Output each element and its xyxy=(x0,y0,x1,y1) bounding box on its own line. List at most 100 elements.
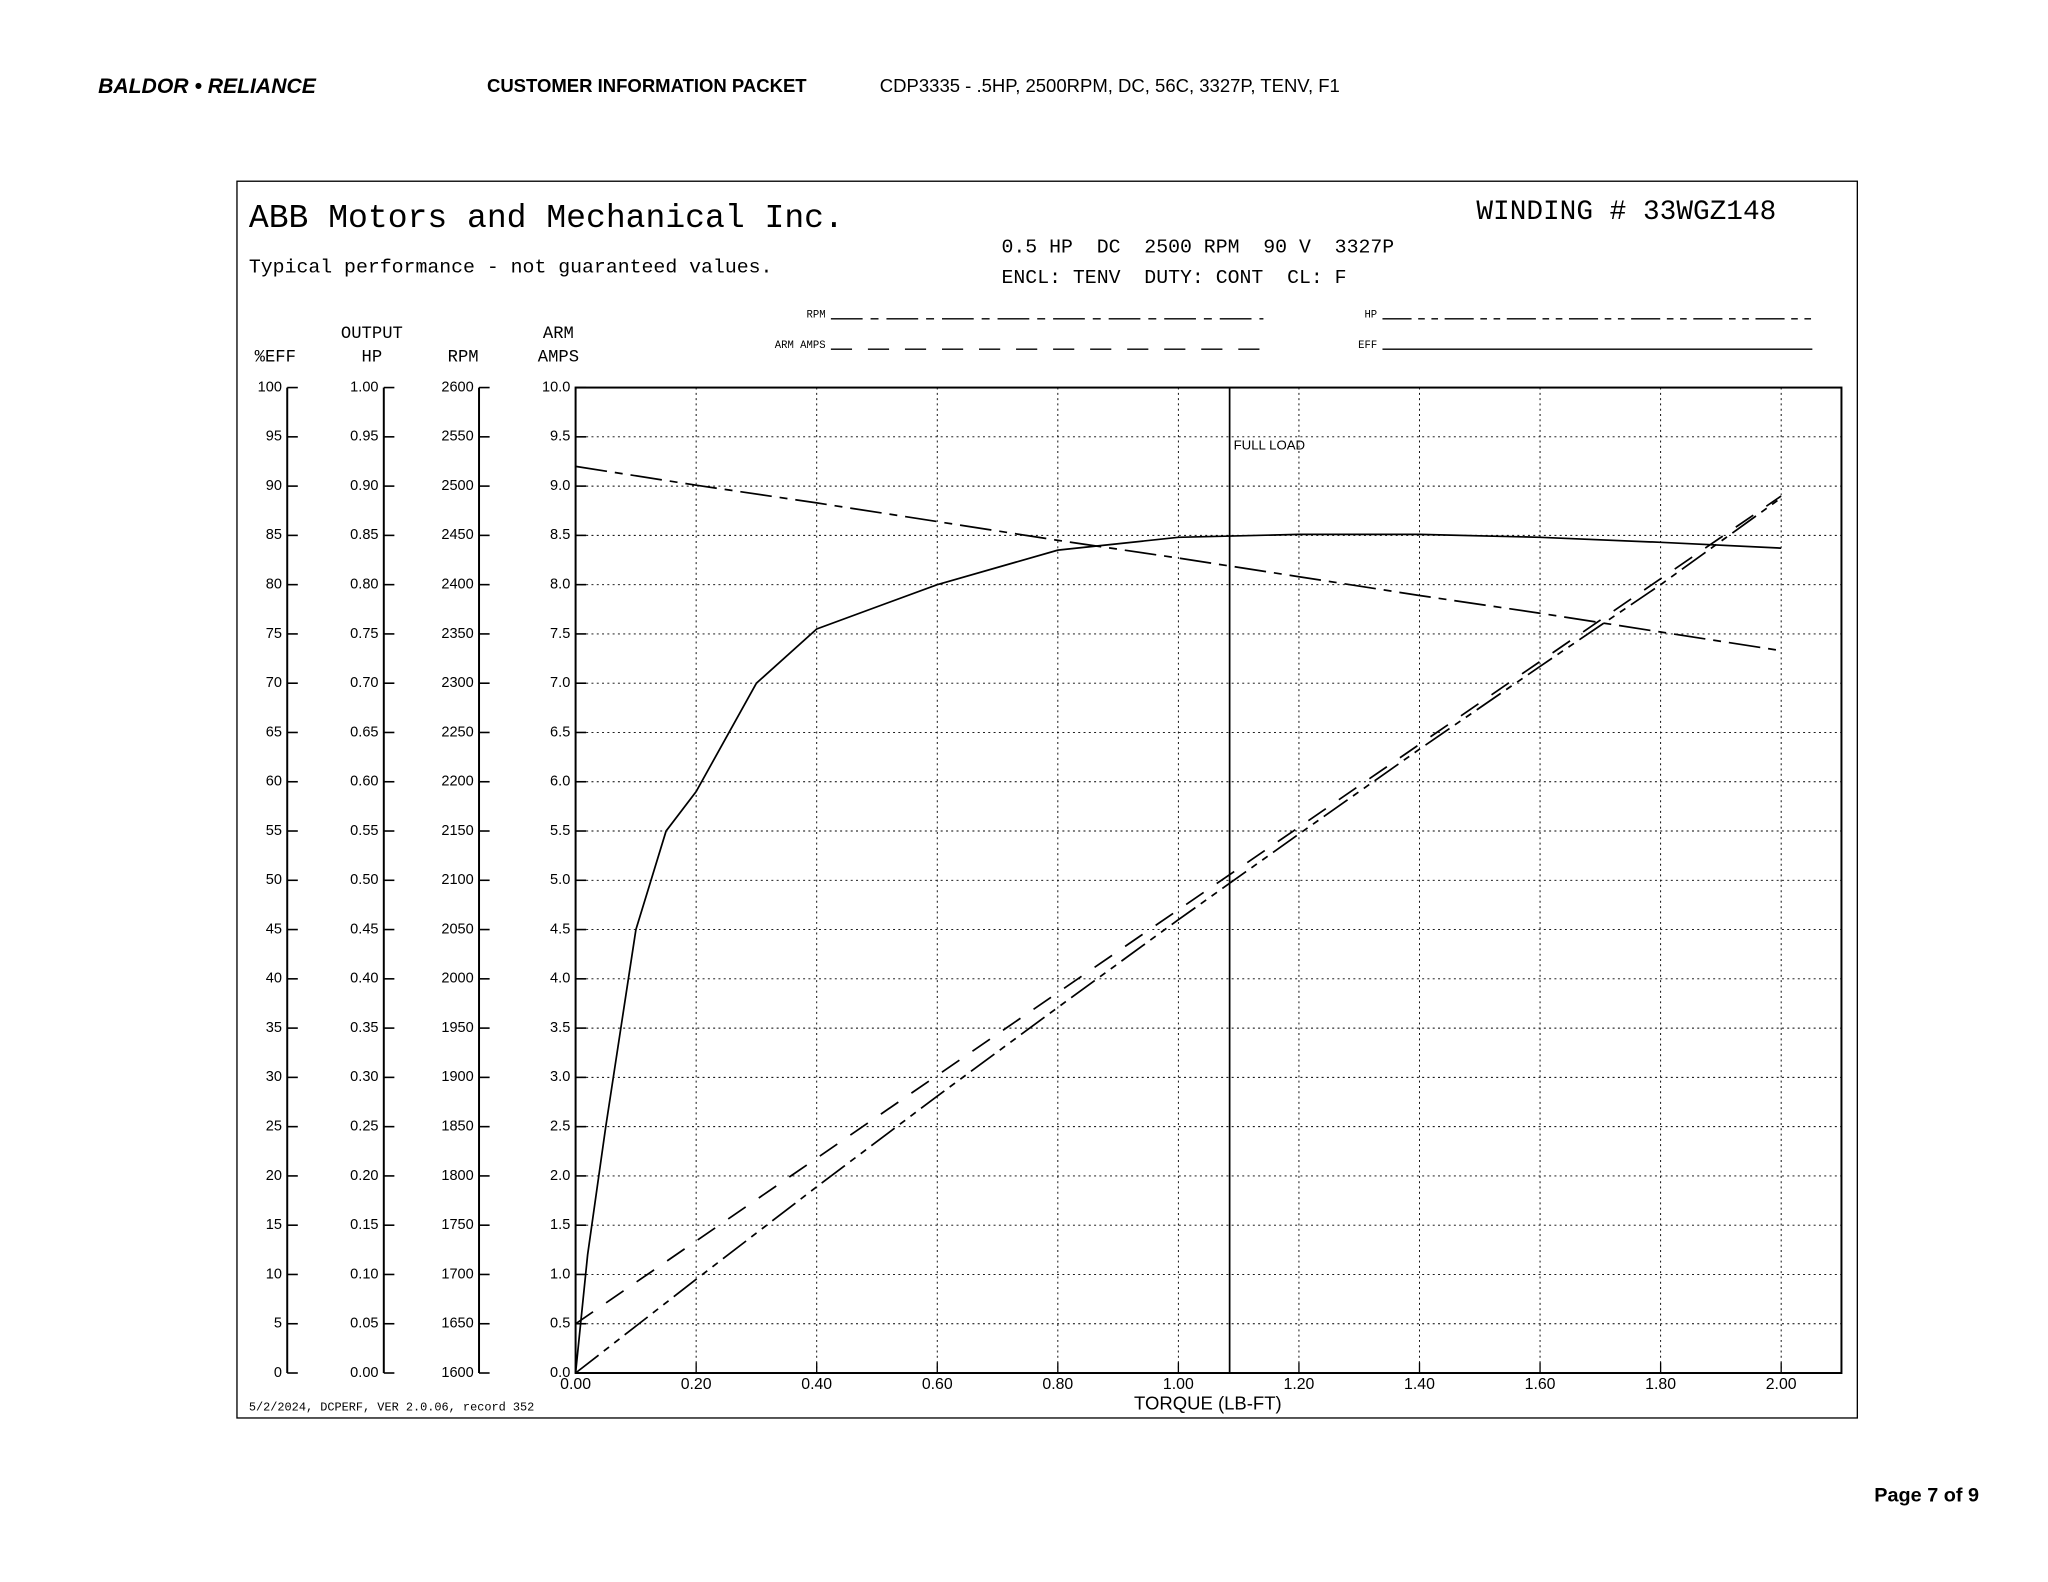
y-tick-label: 10.0 xyxy=(542,379,570,395)
y-tick-label: 2150 xyxy=(441,823,473,839)
logo: BALDOR • RELIANCE xyxy=(98,75,317,98)
y-tick-label: 1950 xyxy=(441,1020,473,1036)
y-tick-label: 5.5 xyxy=(550,823,570,839)
winding: WINDING # 33WGZ148 xyxy=(1476,197,1776,228)
y-tick-label: 2.0 xyxy=(550,1168,570,1184)
y-tick-label: 0.90 xyxy=(350,478,378,494)
y-tick-label: 7.5 xyxy=(550,626,570,642)
y-tick-label: 45 xyxy=(266,921,282,937)
y-tick-label: 0.0 xyxy=(550,1365,570,1381)
legend-label: RPM xyxy=(807,310,826,322)
footnote: 5/2/2024, DCPERF, VER 2.0.06, record 352 xyxy=(249,1401,534,1415)
y-tick-label: 1750 xyxy=(441,1217,473,1233)
y-tick-label: 0.60 xyxy=(350,774,378,790)
y-tick-label: 65 xyxy=(266,724,282,740)
y-tick-label: 0.65 xyxy=(350,724,378,740)
y-tick-label: 9.5 xyxy=(550,429,570,445)
y-tick-label: 6.5 xyxy=(550,724,570,740)
x-tick-label: 0.40 xyxy=(801,1376,832,1393)
header-title: CUSTOMER INFORMATION PACKET xyxy=(487,75,807,96)
spec: 0.5 HP DC 2500 RPM 90 V 3327P xyxy=(1002,236,1395,259)
y-tick-label: 20 xyxy=(266,1168,282,1184)
y-tick-label: 0.50 xyxy=(350,872,378,888)
y-tick-label: 2200 xyxy=(441,774,473,790)
x-tick-label: 1.00 xyxy=(1163,1376,1194,1393)
y-tick-label: 2000 xyxy=(441,971,473,987)
series-line xyxy=(574,533,1782,1374)
y-tick-label: 0.45 xyxy=(350,921,378,937)
y-tick-label: 0.40 xyxy=(350,971,378,987)
y-tick-label: 8.5 xyxy=(550,527,570,543)
y-tick-label: 2250 xyxy=(441,724,473,740)
y-tick-label: 1900 xyxy=(441,1069,473,1085)
y-tick-label: 0.30 xyxy=(350,1069,378,1085)
x-tick-label: 1.40 xyxy=(1404,1376,1435,1393)
y-tick-label: 2450 xyxy=(441,527,473,543)
y-tick-label: 5.0 xyxy=(550,872,570,888)
annotation: FULL LOAD xyxy=(1234,437,1306,452)
y-tick-label: 3.0 xyxy=(550,1069,570,1085)
y-axis-title: ARM xyxy=(543,325,574,344)
y-tick-label: 10 xyxy=(266,1266,282,1282)
y-tick-label: 4.5 xyxy=(550,921,570,937)
y-tick-label: 15 xyxy=(266,1217,282,1233)
legend-label: ARM AMPS xyxy=(775,340,826,352)
series-line xyxy=(575,497,1782,1374)
y-tick-label: 0.15 xyxy=(350,1217,378,1233)
y-axis-title: AMPS xyxy=(538,349,579,368)
y-tick-label: 5 xyxy=(274,1316,282,1332)
x-axis-label: TORQUE (LB-FT) xyxy=(1134,1393,1282,1414)
y-tick-label: 2300 xyxy=(441,675,473,691)
y-tick-label: 0.00 xyxy=(350,1365,378,1381)
y-tick-label: 0.5 xyxy=(550,1316,570,1332)
y-tick-label: 1.0 xyxy=(550,1266,570,1282)
page-number: Page 7 of 9 xyxy=(1874,1484,1979,1506)
y-tick-label: 25 xyxy=(266,1118,282,1134)
y-tick-label: 35 xyxy=(266,1020,282,1036)
chart-title: ABB Motors and Mechanical Inc. xyxy=(249,199,844,237)
y-tick-label: 3.5 xyxy=(550,1020,570,1036)
y-tick-label: 7.0 xyxy=(550,675,570,691)
y-tick-label: 0.95 xyxy=(350,429,378,445)
y-tick-label: 2600 xyxy=(441,379,473,395)
y-tick-label: 1600 xyxy=(441,1365,473,1381)
header-description: CDP3335 - .5HP, 2500RPM, DC, 56C, 3327P,… xyxy=(880,75,1340,96)
y-tick-label: 75 xyxy=(266,626,282,642)
y-axis-title: HP xyxy=(362,349,383,368)
y-tick-label: 0.80 xyxy=(350,576,378,592)
y-tick-label: 0.70 xyxy=(350,675,378,691)
y-tick-label: 0.10 xyxy=(350,1266,378,1282)
y-tick-label: 9.0 xyxy=(550,478,570,494)
y-tick-label: 40 xyxy=(266,971,282,987)
y-tick-label: 1700 xyxy=(441,1266,473,1282)
chart-frame xyxy=(236,180,1858,1419)
y-tick-label: 50 xyxy=(266,872,282,888)
y-tick-label: 0.20 xyxy=(350,1168,378,1184)
y-tick-label: 0 xyxy=(274,1365,282,1381)
x-tick-label: 0.80 xyxy=(1042,1376,1073,1393)
y-axis-title: %EFF xyxy=(255,349,296,368)
y-tick-label: 2550 xyxy=(441,429,473,445)
spec: ENCL: TENV DUTY: CONT CL: F xyxy=(1002,266,1347,289)
series-line xyxy=(575,465,1782,652)
y-tick-label: 70 xyxy=(266,675,282,691)
y-tick-label: 95 xyxy=(266,429,282,445)
y-tick-label: 1.5 xyxy=(550,1217,570,1233)
series-line xyxy=(575,495,1782,1325)
y-tick-label: 0.05 xyxy=(350,1316,378,1332)
x-tick-label: 2.00 xyxy=(1766,1376,1797,1393)
y-tick-label: 2.5 xyxy=(550,1118,570,1134)
y-tick-label: 30 xyxy=(266,1069,282,1085)
y-tick-label: 55 xyxy=(266,823,282,839)
y-tick-label: 1650 xyxy=(441,1316,473,1332)
x-tick-label: 0.20 xyxy=(681,1376,712,1393)
x-tick-label: 1.80 xyxy=(1645,1376,1676,1393)
y-tick-label: 0.75 xyxy=(350,626,378,642)
y-tick-label: 2050 xyxy=(441,921,473,937)
y-tick-label: 2350 xyxy=(441,626,473,642)
legend-label: HP xyxy=(1364,310,1377,322)
y-axis-title: RPM xyxy=(448,349,479,368)
y-tick-label: 6.0 xyxy=(550,774,570,790)
x-tick-label: 0.00 xyxy=(560,1376,591,1393)
